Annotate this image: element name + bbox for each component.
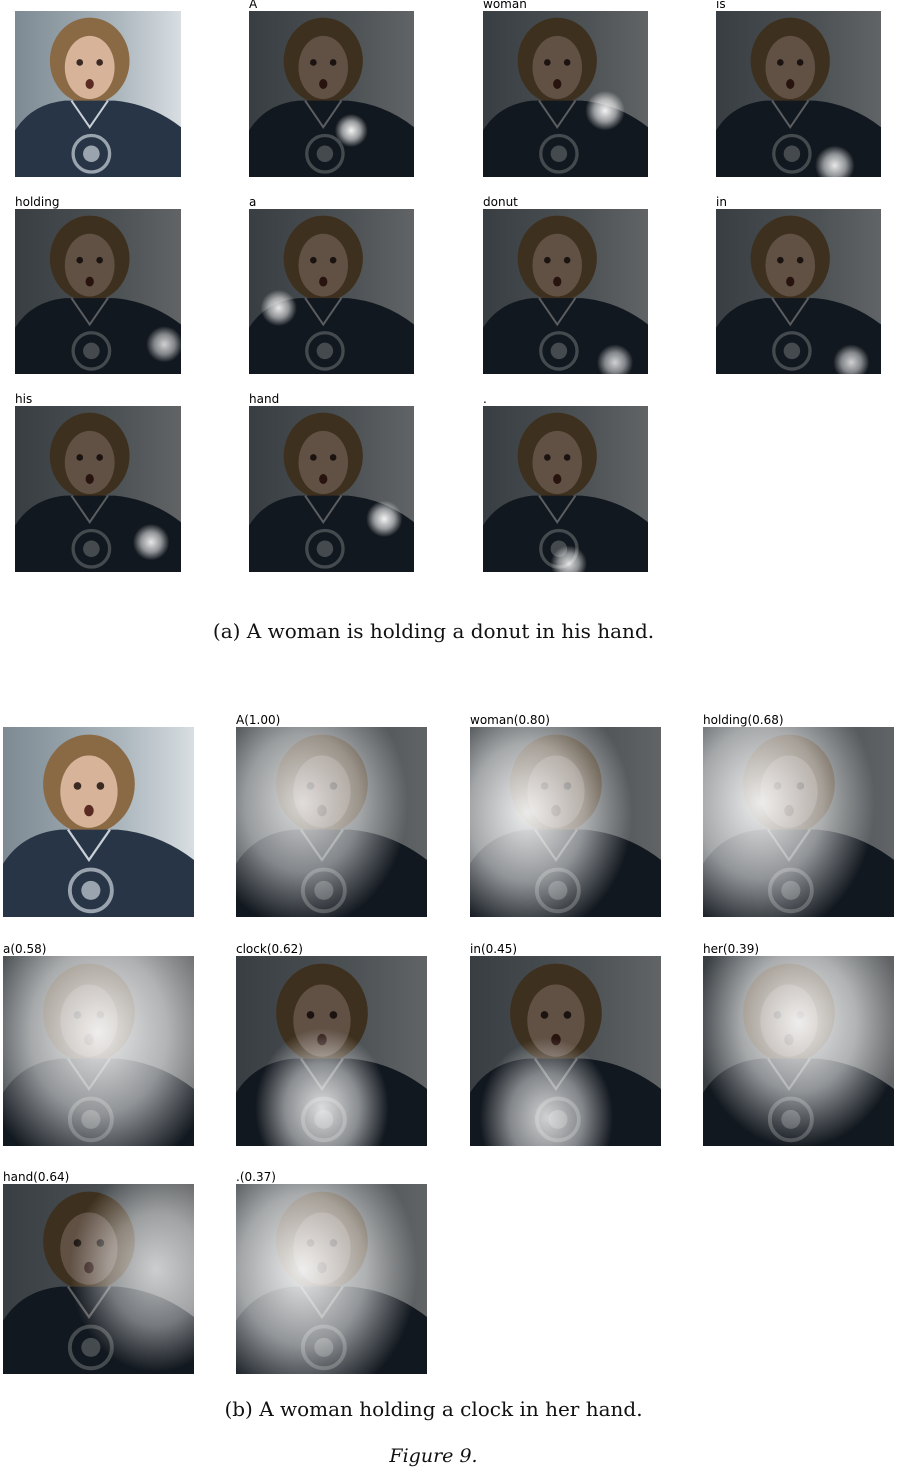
attention-map-b: her(0.39)	[703, 942, 894, 1146]
attention-overlay-image	[249, 209, 414, 374]
attention-map-b: woman(0.80)	[470, 713, 661, 917]
word-label: hand(0.64)	[3, 1170, 73, 1184]
original-photo-a	[15, 11, 181, 177]
word-label: in(0.45)	[470, 942, 521, 956]
word-label: A	[249, 0, 261, 11]
attention-overlay-image	[716, 209, 881, 374]
word-label: a(0.58)	[3, 942, 50, 956]
photo-image	[3, 727, 194, 917]
word-label: her(0.39)	[703, 942, 763, 956]
word-label: holding(0.68)	[703, 713, 787, 727]
attention-overlay-image	[483, 406, 648, 572]
word-label: hand	[249, 392, 283, 406]
attention-overlay-image	[236, 1184, 427, 1374]
word-label: his	[15, 392, 36, 406]
attention-overlay-image	[483, 11, 648, 177]
word-label: holding	[15, 195, 63, 209]
attention-overlay-image	[703, 727, 894, 917]
caption-a: (a) A woman is holding a donut in his ha…	[212, 619, 655, 643]
attention-map-a: holding	[15, 195, 181, 374]
attention-map-b: hand(0.64)	[3, 1170, 194, 1374]
attention-overlay-image	[703, 956, 894, 1146]
attention-map-a: hand	[249, 392, 414, 572]
attention-overlay-image	[236, 727, 427, 917]
attention-map-b: .(0.37)	[236, 1170, 427, 1374]
word-label: woman	[483, 0, 530, 11]
attention-map-b: A(1.00)	[236, 713, 427, 917]
attention-map-b: in(0.45)	[470, 942, 661, 1146]
word-label: clock(0.62)	[236, 942, 306, 956]
attention-overlay-image	[716, 11, 881, 177]
attention-overlay-image	[470, 727, 661, 917]
figure-label: Figure 9.	[389, 1445, 478, 1467]
word-label: a	[249, 195, 260, 209]
attention-overlay-image	[3, 1184, 194, 1374]
word-label: woman(0.80)	[470, 713, 553, 727]
photo-image	[15, 11, 181, 177]
attention-map-a: his	[15, 392, 181, 572]
word-label: in	[716, 195, 730, 209]
attention-map-b: a(0.58)	[3, 942, 194, 1146]
attention-map-a: donut	[483, 195, 648, 374]
attention-overlay-image	[483, 209, 648, 374]
attention-overlay-image	[249, 11, 414, 177]
attention-overlay-image	[15, 209, 181, 374]
word-label: .(0.37)	[236, 1170, 279, 1184]
word-label: is	[716, 0, 729, 11]
original-photo-b	[3, 727, 194, 917]
attention-overlay-image	[3, 956, 194, 1146]
attention-overlay-image	[236, 956, 427, 1146]
attention-map-a: a	[249, 195, 414, 374]
attention-overlay-image	[249, 406, 414, 572]
attention-map-b: clock(0.62)	[236, 942, 427, 1146]
attention-map-a: is	[716, 0, 881, 177]
word-label: donut	[483, 195, 521, 209]
attention-map-b: holding(0.68)	[703, 713, 894, 917]
attention-map-a: in	[716, 195, 881, 374]
attention-map-a: woman	[483, 0, 648, 177]
attention-map-a: A	[249, 0, 414, 177]
word-label: .	[483, 392, 490, 406]
attention-overlay-image	[470, 956, 661, 1146]
caption-b: (b) A woman holding a clock in her hand.	[224, 1397, 643, 1421]
attention-map-a: .	[483, 392, 648, 572]
attention-overlay-image	[15, 406, 181, 572]
word-label: A(1.00)	[236, 713, 284, 727]
